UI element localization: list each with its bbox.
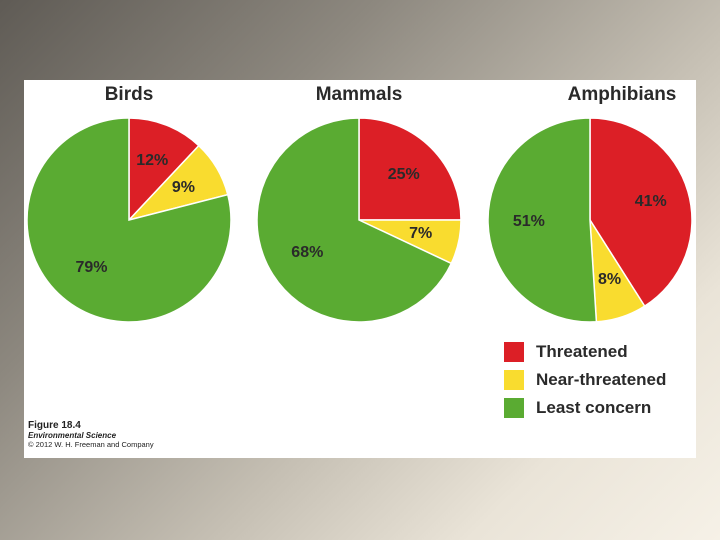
data-label-mammals-near-threatened: 7% <box>409 224 433 242</box>
legend-label: Threatened <box>536 342 628 361</box>
legend-label: Least concern <box>536 398 652 417</box>
pie-slice-mammals-least-concern <box>256 117 453 323</box>
figure-number: Figure 18.4 <box>28 420 81 431</box>
data-label-birds-least-concern: 79% <box>75 259 108 277</box>
pies-svg <box>26 117 693 323</box>
figure-caption: Figure 18.4 Environmental Science © 2012… <box>28 420 154 449</box>
data-label-birds-threatened: 12% <box>136 152 169 170</box>
data-label-amphibians-threatened: 41% <box>634 193 667 211</box>
legend-swatch-near-threatened <box>504 370 524 390</box>
data-label-mammals-least-concern: 68% <box>291 243 324 261</box>
data-label-amphibians-near-threatened: 8% <box>597 271 622 289</box>
legend-item-near-threatened: Near-threatened <box>504 366 666 394</box>
legend-item-least-concern: Least concern <box>504 394 666 422</box>
legend-swatch-threatened <box>504 342 524 362</box>
data-label-birds-near-threatened: 9% <box>171 178 195 196</box>
chart-title-mammals: Mammals <box>315 84 403 105</box>
pie-slice-amphibians-least-concern <box>487 117 598 323</box>
data-label-amphibians-least-concern: 51% <box>512 212 545 230</box>
legend-swatch-least-concern <box>504 398 524 418</box>
chart-title-birds: Birds <box>104 84 154 105</box>
chart-title-amphibians: Amphibians <box>567 84 677 105</box>
copyright-notice: © 2012 W. H. Freeman and Company <box>28 440 154 449</box>
figure-panel: Birds 12% 9% 79% Mammals 25% 7% 68% Amphibians 41… <box>24 80 696 458</box>
data-label-mammals-threatened: 25% <box>387 166 420 184</box>
legend-label: Near-threatened <box>536 370 667 389</box>
pie-slice-birds-least-concern <box>26 117 232 323</box>
legend: Threatened Near-threatened Least concern <box>504 338 666 422</box>
pie-slice-mammals-threatened <box>358 117 462 221</box>
pie-charts: Birds 12% 9% 79% Mammals 25% 7% 68% Amphibians 41… <box>24 80 696 458</box>
legend-item-threatened: Threatened <box>504 338 666 366</box>
pie-slice-birds-threatened <box>128 117 200 222</box>
book-title: Environmental Science <box>28 431 117 440</box>
